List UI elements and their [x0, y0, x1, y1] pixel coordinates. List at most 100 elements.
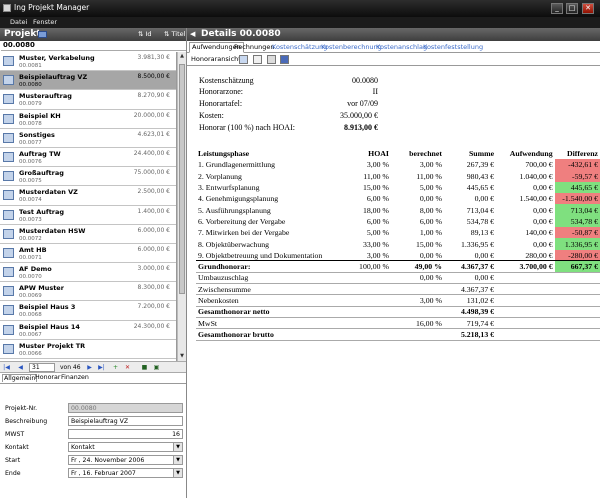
cell-differenz: 534,78 € [554, 215, 600, 228]
list-item[interactable]: Muster Projekt TR 00.0066 [0, 339, 176, 359]
beschreibung-field[interactable]: Beispielauftrag VZ [68, 416, 183, 426]
tab-kostenschaetzung[interactable]: Kostenschätzung [272, 43, 328, 51]
project-amount: 6.000,00 € [137, 226, 170, 234]
list-item[interactable]: Auftrag TW 00.0076 24.400,00 € [0, 147, 176, 168]
list-item[interactable]: Muster, Verkabelung 00.0081 3.981,30 € [0, 52, 176, 72]
close-button[interactable]: ✕ [582, 3, 594, 14]
project-amount: 1.400,00 € [137, 207, 170, 215]
pane-splitter[interactable] [186, 28, 187, 498]
tab-rechnungen[interactable]: Rechnungen [234, 43, 275, 51]
projektnr-label: Projekt-Nr. [5, 405, 38, 412]
netto-label: Gesamthonorar netto [196, 306, 341, 318]
cell-berechnet[interactable]: 3,00 % [419, 160, 442, 170]
minimize-button[interactable]: _ [551, 3, 563, 14]
list-item-selected[interactable]: Beispielauftrag VZ 00.0080 8.500,00 € [0, 71, 176, 91]
save-record-icon[interactable]: ■ [141, 364, 148, 371]
kontakt-select[interactable]: Kontakt ▼ [68, 442, 183, 452]
save-icon[interactable] [280, 55, 289, 64]
grundhonorar-summe: 4.367,37 € [443, 260, 497, 273]
project-number: 00.0070 [19, 274, 42, 281]
sort-id-label: Id [145, 30, 152, 38]
scroll-down-icon[interactable]: ▼ [180, 353, 184, 359]
cell-summe: 445,65 € [466, 183, 495, 193]
cell-aufwendung: 140,00 € [525, 228, 553, 238]
list-item[interactable]: AF Demo 00.0070 3.000,00 € [0, 263, 176, 283]
cell-aufwendung: 1.540,00 € [519, 194, 553, 204]
back-arrow-icon[interactable]: ◀ [190, 30, 196, 38]
tab-kostenberechnung[interactable]: Kostenberechnung [321, 43, 382, 51]
list-item[interactable]: Amt HB 00.0071 6.000,00 € [0, 243, 176, 264]
cell-berechnet[interactable]: 11,00 % [416, 171, 442, 181]
project-name: Amt HB [19, 245, 47, 254]
list-item[interactable]: Großauftrag 00.0075 75.000,00 € [0, 167, 176, 187]
chevron-down-icon[interactable]: ▼ [173, 456, 182, 464]
grundhonorar-aufwendung: 3.700,00 € [496, 260, 555, 273]
first-record-icon[interactable]: |◀ [3, 364, 10, 371]
mwst-berechnet: 16,00 % [390, 317, 444, 330]
scroll-up-icon[interactable]: ▲ [180, 53, 184, 59]
cell-aufwendung: 700,00 € [525, 160, 553, 170]
tab-aufwendungen[interactable]: Aufwendungen [189, 42, 244, 53]
maximize-button[interactable]: □ [566, 3, 578, 14]
table-row: 7. Mitwirken bei der Vergabe 5,00 % 1,00 %… [196, 227, 600, 239]
project-amount: 7.200,00 € [137, 303, 170, 311]
record-position-input[interactable] [29, 363, 55, 372]
window-title: Ing Projekt Manager [14, 3, 90, 12]
cell-berechnet[interactable]: 8,00 % [419, 205, 442, 215]
list-item[interactable]: Beispiel KH 00.0078 20.000,00 € [0, 109, 176, 129]
add-record-icon[interactable]: + [112, 364, 119, 371]
chevron-down-icon[interactable]: ▼ [173, 443, 182, 451]
list-item[interactable]: Beispiel Haus 14 00.0067 24.300,00 € [0, 320, 176, 340]
tab-allgemein[interactable]: Allgemein [2, 374, 38, 382]
project-list-scrollbar[interactable]: ▲ ▼ [177, 52, 186, 361]
cell-berechnet[interactable]: 15,00 % [415, 239, 442, 249]
cell-berechnet[interactable]: 0,00 % [419, 250, 442, 260]
cell-berechnet[interactable]: 0,00 % [419, 194, 442, 204]
menu-fenster[interactable]: Fenster [33, 18, 58, 26]
sort-by-title-button[interactable]: ⇅ Titel [164, 30, 186, 38]
honoraransicht-button[interactable]: Honoraransicht [191, 55, 246, 63]
scrollbar-thumb[interactable] [179, 64, 185, 294]
list-item[interactable]: Musterdaten VZ 00.0074 2.500,00 € [0, 186, 176, 206]
list-item[interactable]: Sonstiges 00.0077 4.623,01 € [0, 128, 176, 148]
nebenkosten-summe: 131,02 € [443, 294, 497, 307]
projects-icon [38, 31, 47, 38]
umbau-row: Umbauzuschlag 0,00 % 0,00 € [196, 272, 600, 285]
header-label: Kosten: [199, 111, 224, 120]
umbau-berechnet[interactable]: 0,00 % [390, 272, 444, 285]
mwst-field[interactable]: 16 [68, 429, 183, 439]
tab-kostenanschlag[interactable]: Kostenanschlag [376, 43, 428, 51]
document-icon[interactable] [239, 55, 248, 64]
tab-honorar[interactable]: Honorar [35, 374, 61, 381]
last-record-icon[interactable]: ▶| [98, 364, 105, 371]
delete-record-icon[interactable]: ✕ [124, 364, 131, 371]
list-item[interactable]: Test Auftrag 00.0073 1.400,00 € [0, 205, 176, 225]
print-icon[interactable] [267, 55, 276, 64]
brutto-summe: 5.218,13 € [443, 328, 497, 341]
project-amount: 24.400,00 € [133, 149, 170, 157]
tab-finanzen[interactable]: Finanzen [61, 374, 89, 381]
project-amount: 75.000,00 € [133, 169, 170, 177]
nebenkosten-berechnet[interactable]: 3,00 % [390, 294, 444, 307]
menu-datei[interactable]: Datei [10, 18, 28, 26]
ende-date-picker[interactable]: Fr , 16. Februar 2007 ▼ [68, 468, 183, 478]
cell-berechnet[interactable]: 1,00 % [419, 228, 442, 238]
next-record-icon[interactable]: ▶ [87, 364, 92, 371]
chevron-down-icon[interactable]: ▼ [173, 469, 182, 477]
cell-berechnet[interactable]: 6,00 % [419, 216, 442, 226]
project-icon [3, 151, 14, 162]
tab-kostenfeststellung[interactable]: Kostenfeststellung [423, 43, 484, 51]
preview-icon[interactable] [253, 55, 262, 64]
list-item[interactable]: Musterdaten HSW 00.0072 6.000,00 € [0, 224, 176, 244]
sort-by-id-button[interactable]: ⇅ Id [138, 30, 152, 38]
netto-summe: 4.498,39 € [443, 306, 497, 318]
export-icon[interactable]: ▣ [153, 364, 160, 371]
list-item[interactable]: Musterauftrag 00.0079 8.270,90 € [0, 90, 176, 110]
list-item[interactable]: APW Muster 00.0069 8.300,00 € [0, 282, 176, 302]
list-item[interactable]: Beispiel Haus 3 00.0068 7.200,00 € [0, 301, 176, 321]
start-date-picker[interactable]: Fr , 24. November 2006 ▼ [68, 455, 183, 465]
header-value: 35.000,00 € [340, 111, 378, 120]
prev-record-icon[interactable]: ◀ [18, 364, 23, 371]
cell-berechnet[interactable]: 5,00 % [419, 183, 442, 193]
cell-differenz: -50,87 € [554, 227, 600, 239]
